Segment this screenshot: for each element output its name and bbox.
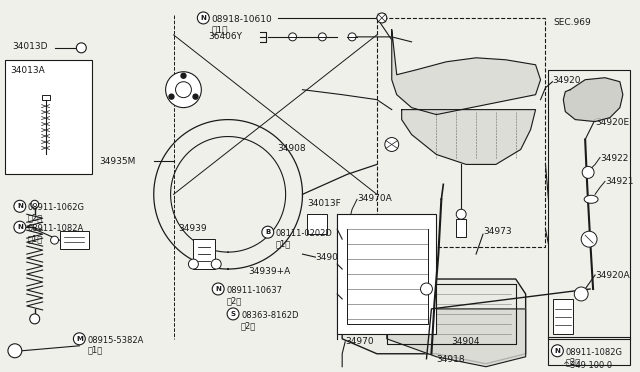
Text: 34922: 34922 xyxy=(600,154,628,163)
Text: 36406Y: 36406Y xyxy=(208,32,243,41)
Circle shape xyxy=(581,231,597,247)
Circle shape xyxy=(175,82,191,98)
Text: 08911-10637: 08911-10637 xyxy=(226,286,282,295)
Text: 34904: 34904 xyxy=(451,337,480,346)
Circle shape xyxy=(51,236,58,244)
Text: 34902: 34902 xyxy=(316,253,344,262)
Circle shape xyxy=(197,12,209,24)
Text: N: N xyxy=(17,203,23,209)
Ellipse shape xyxy=(584,195,598,203)
Text: （1）: （1） xyxy=(211,25,228,34)
Circle shape xyxy=(456,209,466,219)
Text: （2）: （2） xyxy=(226,296,241,305)
Circle shape xyxy=(188,259,198,269)
Circle shape xyxy=(166,72,202,108)
Text: 34920A: 34920A xyxy=(595,271,630,280)
Text: 34970A: 34970A xyxy=(357,194,392,203)
Text: 34013F: 34013F xyxy=(307,199,341,208)
Text: ^349 100 0: ^349 100 0 xyxy=(563,361,612,370)
Bar xyxy=(60,231,89,249)
Text: SEC.969: SEC.969 xyxy=(554,18,591,27)
Circle shape xyxy=(14,200,26,212)
Circle shape xyxy=(574,287,588,301)
Polygon shape xyxy=(563,78,623,122)
Circle shape xyxy=(227,308,239,320)
Text: S: S xyxy=(230,311,236,317)
Text: 34973: 34973 xyxy=(483,227,511,236)
Text: 34970: 34970 xyxy=(345,337,374,346)
Text: 34920E: 34920E xyxy=(595,118,629,126)
Circle shape xyxy=(8,344,22,358)
Circle shape xyxy=(552,345,563,357)
Text: （2）: （2） xyxy=(28,213,43,222)
Circle shape xyxy=(212,283,224,295)
Circle shape xyxy=(76,43,86,53)
Bar xyxy=(377,18,545,247)
Bar xyxy=(456,219,466,237)
Text: 08911-1082G: 08911-1082G xyxy=(565,348,622,357)
Circle shape xyxy=(169,94,174,99)
Bar xyxy=(548,337,630,365)
Circle shape xyxy=(262,226,274,238)
Circle shape xyxy=(29,314,40,324)
Text: M: M xyxy=(76,336,83,342)
Circle shape xyxy=(31,200,38,208)
Text: 08363-8162D: 08363-8162D xyxy=(241,311,298,320)
Text: 08918-10610: 08918-10610 xyxy=(211,15,272,24)
Bar xyxy=(307,214,327,234)
Circle shape xyxy=(14,221,26,233)
Circle shape xyxy=(318,33,326,41)
Circle shape xyxy=(74,333,85,345)
Bar xyxy=(42,94,49,100)
Circle shape xyxy=(420,283,433,295)
Text: （1）: （1） xyxy=(276,239,291,248)
Text: 24341Y: 24341Y xyxy=(397,247,431,256)
Text: N: N xyxy=(554,348,561,354)
Polygon shape xyxy=(387,309,525,367)
Bar xyxy=(193,239,215,269)
Text: 34013A: 34013A xyxy=(10,66,45,75)
Circle shape xyxy=(385,138,399,151)
Text: N: N xyxy=(17,224,23,230)
Polygon shape xyxy=(402,110,536,164)
Circle shape xyxy=(582,166,594,179)
Circle shape xyxy=(193,94,198,99)
Text: B: B xyxy=(265,229,271,235)
Text: 08915-5382A: 08915-5382A xyxy=(87,336,143,345)
Circle shape xyxy=(181,73,186,78)
Circle shape xyxy=(377,13,387,23)
Text: 34920: 34920 xyxy=(552,76,581,85)
Text: 34921: 34921 xyxy=(605,177,634,186)
Text: 34939+A: 34939+A xyxy=(248,267,290,276)
Text: （2）: （2） xyxy=(241,321,256,330)
Text: （2）: （2） xyxy=(565,358,580,367)
Bar xyxy=(5,60,92,174)
Text: 34918: 34918 xyxy=(436,355,465,364)
Polygon shape xyxy=(392,30,541,115)
Circle shape xyxy=(348,33,356,41)
Circle shape xyxy=(211,259,221,269)
Circle shape xyxy=(289,33,296,41)
Text: 08911-1062G: 08911-1062G xyxy=(28,203,84,212)
Text: 34935M: 34935M xyxy=(99,157,136,166)
Text: 34908: 34908 xyxy=(278,144,307,154)
Text: （1）: （1） xyxy=(28,234,43,243)
Text: 34980: 34980 xyxy=(345,321,374,330)
Text: 34013D: 34013D xyxy=(12,42,47,51)
Bar xyxy=(337,214,436,334)
Text: 08111-0202D: 08111-0202D xyxy=(276,229,333,238)
Text: N: N xyxy=(200,15,206,21)
Text: 08911-1082A: 08911-1082A xyxy=(28,224,84,233)
Bar xyxy=(548,70,630,339)
Text: （1）: （1） xyxy=(87,346,102,355)
Polygon shape xyxy=(342,279,525,364)
Text: 34939: 34939 xyxy=(179,224,207,233)
Text: N: N xyxy=(215,286,221,292)
Bar xyxy=(554,299,573,334)
